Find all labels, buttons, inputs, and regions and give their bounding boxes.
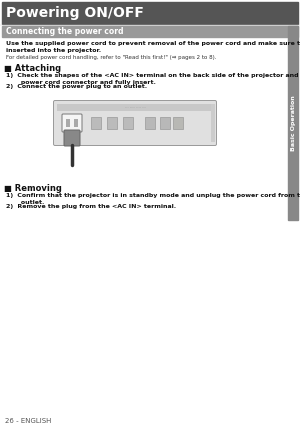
FancyBboxPatch shape — [62, 114, 82, 132]
Text: ■ Attaching: ■ Attaching — [4, 64, 61, 73]
Bar — [211, 104, 215, 142]
Bar — [57, 104, 213, 111]
Text: ■ Removing: ■ Removing — [4, 184, 62, 193]
Bar — [145, 117, 155, 129]
Text: 26 - ENGLISH: 26 - ENGLISH — [5, 418, 51, 424]
Text: --- ---- ---- ---: --- ---- ---- --- — [124, 106, 146, 109]
Bar — [2, 26, 298, 37]
Text: Use the supplied power cord to prevent removal of the power cord and make sure t: Use the supplied power cord to prevent r… — [6, 41, 300, 53]
Bar — [74, 119, 78, 127]
Bar — [123, 117, 133, 129]
Bar — [66, 119, 70, 127]
FancyBboxPatch shape — [53, 100, 217, 145]
Bar — [288, 26, 298, 220]
Text: Powering ON/OFF: Powering ON/OFF — [6, 6, 144, 20]
Text: 1)  Check the shapes of the <AC IN> terminal on the back side of the projector a: 1) Check the shapes of the <AC IN> termi… — [6, 73, 300, 85]
Bar — [107, 117, 117, 129]
Bar — [91, 117, 101, 129]
Text: 2)  Remove the plug from the <AC IN> terminal.: 2) Remove the plug from the <AC IN> term… — [6, 204, 176, 209]
FancyBboxPatch shape — [64, 130, 80, 146]
Text: Basic Operation: Basic Operation — [290, 95, 296, 151]
Text: 2)  Connect the power plug to an outlet.: 2) Connect the power plug to an outlet. — [6, 84, 147, 89]
Bar — [2, 2, 298, 24]
Bar — [173, 117, 183, 129]
Text: 1)  Confirm that the projector is in standby mode and unplug the power cord from: 1) Confirm that the projector is in stan… — [6, 193, 300, 205]
Text: For detailed power cord handling, refer to "Read this first!" (⇒ pages 2 to 8).: For detailed power cord handling, refer … — [6, 55, 217, 60]
Bar — [160, 117, 170, 129]
Text: Connecting the power cord: Connecting the power cord — [6, 27, 124, 36]
